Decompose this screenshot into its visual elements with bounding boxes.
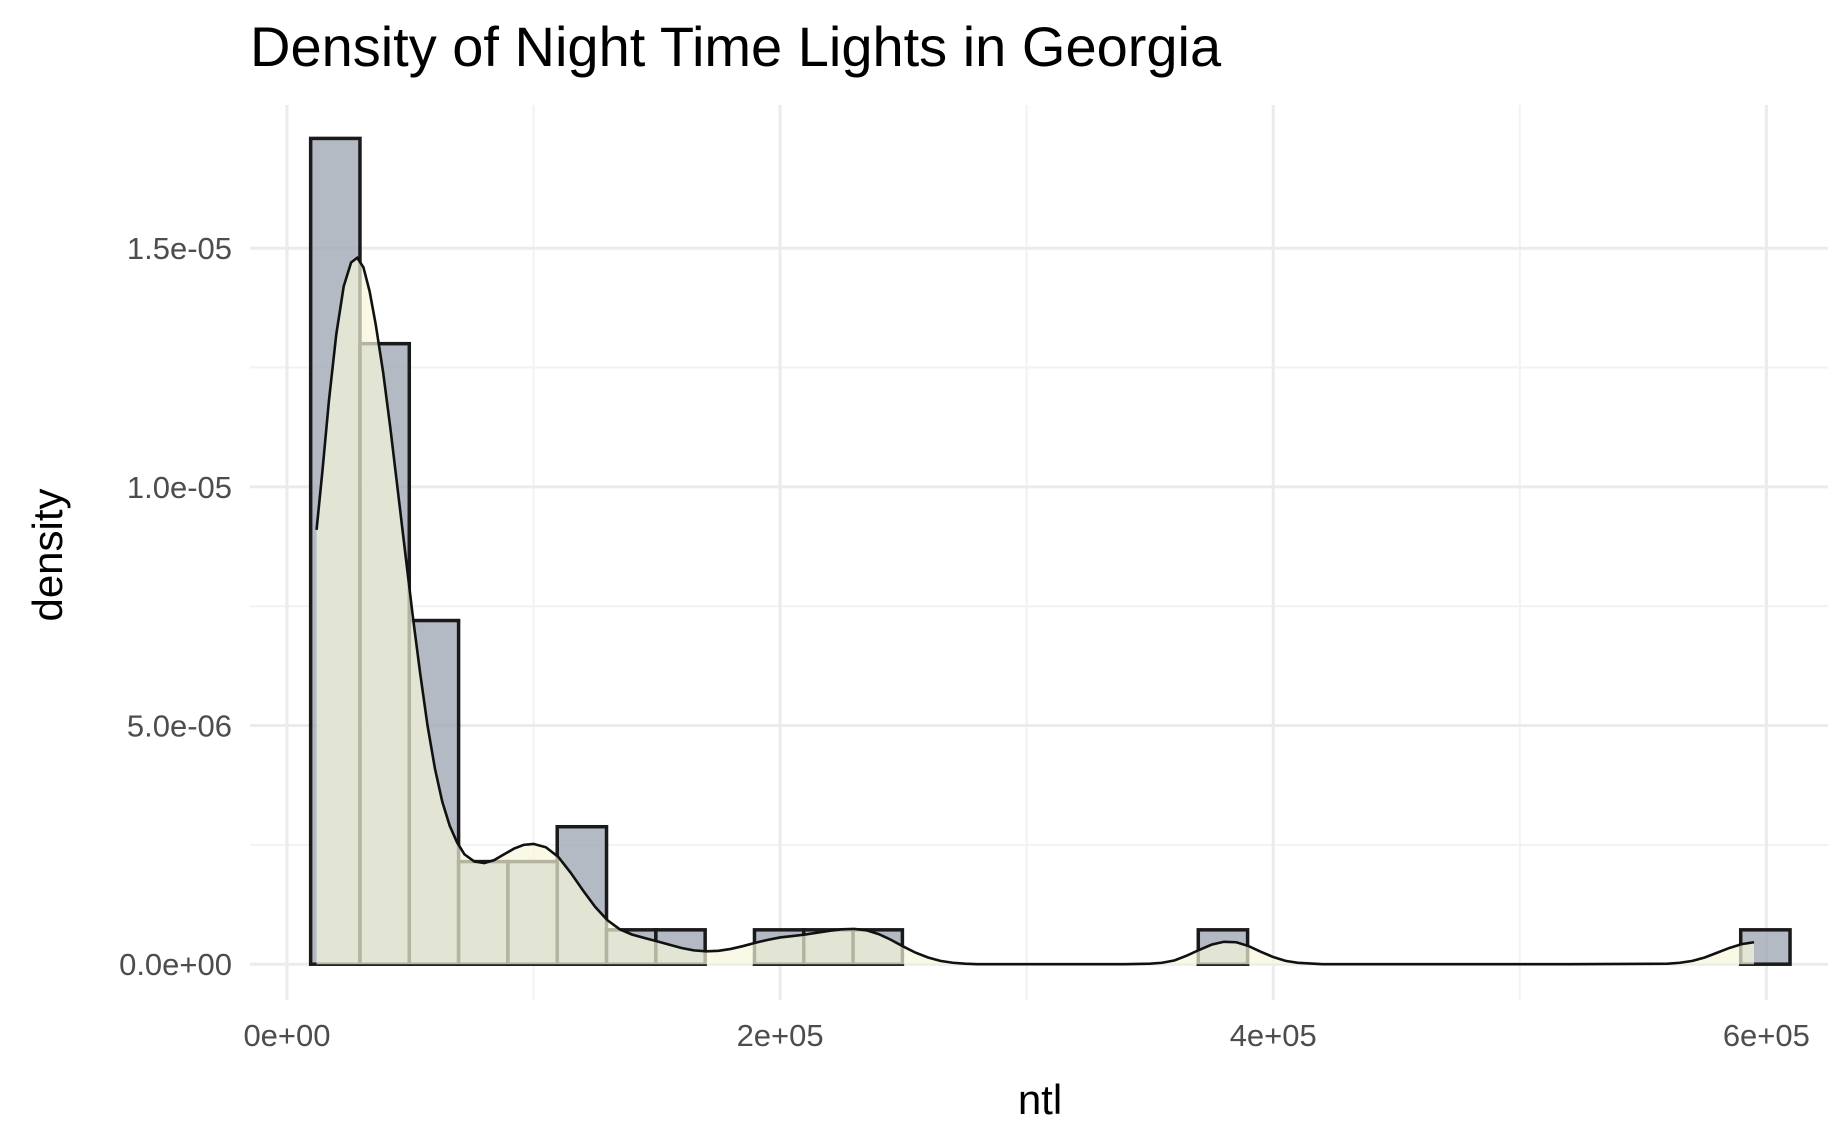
y-axis-title: density <box>24 488 71 621</box>
x-tick-label: 0e+00 <box>243 1018 330 1053</box>
density-line <box>315 255 1755 966</box>
density-area <box>316 257 1755 965</box>
x-tick-label: 6e+05 <box>1723 1018 1810 1053</box>
x-tick-label: 4e+05 <box>1230 1018 1317 1053</box>
x-axis-title: ntl <box>1018 1076 1062 1123</box>
y-tick-label: 5.0e-06 <box>127 709 232 744</box>
minor-gridlines <box>250 105 1828 1000</box>
y-tick-label: 0.0e+00 <box>119 947 232 982</box>
x-tick-label: 2e+05 <box>737 1018 824 1053</box>
density-curve <box>315 255 1755 966</box>
x-axis-tick-labels: 0e+00 2e+05 4e+05 6e+05 <box>243 1018 1809 1053</box>
chart-title: Density of Night Time Lights in Georgia <box>250 15 1222 78</box>
y-tick-label: 1.0e-05 <box>127 470 232 505</box>
y-tick-label: 1.5e-05 <box>127 231 232 266</box>
y-axis-tick-labels: 0.0e+00 5.0e-06 1.0e-05 1.5e-05 <box>119 231 232 982</box>
